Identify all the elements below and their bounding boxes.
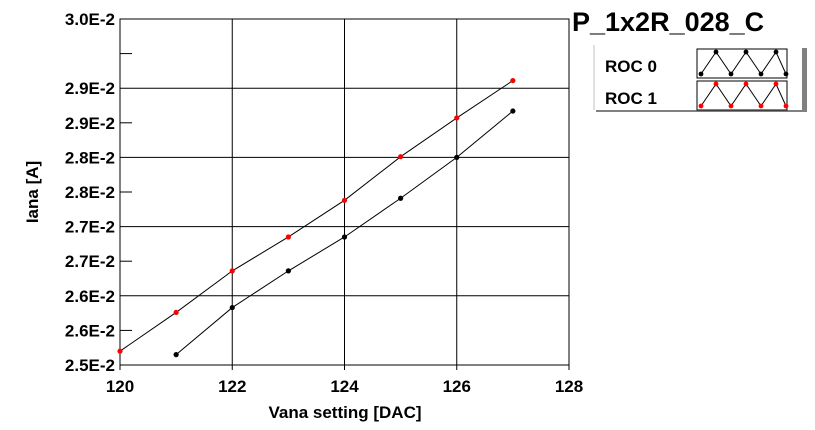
x-tick-label: 124 [330, 377, 359, 396]
legend-sample-marker [698, 103, 704, 109]
legend-sample-marker [728, 103, 734, 109]
y-tick-label: 2.5E-2 [65, 356, 115, 375]
legend-sample-marker [783, 103, 789, 109]
y-tick-label: 2.6E-2 [65, 321, 115, 340]
legend-sample-frame [696, 48, 788, 79]
data-point [510, 108, 516, 114]
data-point [398, 154, 404, 160]
data-point [510, 77, 516, 84]
x-tick-labels: 120 122 124 126 128 [106, 365, 583, 396]
data-point [117, 348, 123, 354]
data-point [173, 352, 179, 358]
x-axis-label: Vana setting [DAC] [268, 403, 421, 422]
legend-sample-roc0 [696, 48, 789, 79]
data-point [229, 304, 235, 311]
y-axis-label: Iana [A] [23, 161, 42, 223]
data-point [229, 268, 235, 274]
legend-sample-frame [696, 80, 788, 111]
data-point [398, 195, 404, 201]
legend-label-roc0: ROC 0 [605, 57, 657, 76]
legend-sample-marker [758, 103, 764, 109]
y-tick-labels: 2.5E-2 2.6E-2 2.6E-2 2.7E-2 2.7E-2 2.8E-2 2.8E… [65, 10, 115, 375]
legend-sample-marker [713, 49, 719, 55]
legend-shadow-right [802, 48, 807, 110]
y-tick-label: 2.8E-2 [65, 183, 115, 202]
series-group [117, 77, 516, 358]
legend-sample-marker [773, 49, 779, 55]
x-tick-label: 128 [555, 377, 583, 396]
legend-sample-marker [743, 49, 749, 55]
legend-sample-marker [783, 71, 789, 77]
series-line-1 [119, 80, 514, 352]
legend-sample-marker [728, 71, 734, 77]
y-tick-label: 2.9E-2 [65, 79, 115, 98]
y-tick-label: 2.7E-2 [65, 218, 115, 237]
data-point [173, 309, 179, 316]
grid-lines [120, 19, 569, 365]
x-tick-label: 120 [106, 377, 134, 396]
data-point [285, 234, 291, 240]
legend: ROC 0 ROC 1 [593, 45, 807, 112]
legend-sample-marker [743, 81, 749, 87]
legend-sample-marker [713, 81, 719, 87]
legend-sample-roc1 [696, 80, 789, 111]
y-tick-label: 2.9E-2 [65, 114, 115, 133]
legend-label-roc1: ROC 1 [605, 89, 657, 108]
legend-sample-marker [758, 71, 764, 77]
data-point [454, 115, 460, 121]
x-tick-label: 126 [443, 377, 471, 396]
data-point [285, 268, 291, 274]
data-point [341, 234, 348, 240]
y-tick-label: 2.7E-2 [65, 252, 115, 271]
legend-sample-marker [773, 81, 779, 87]
y-tick-label: 3.0E-2 [65, 10, 115, 29]
x-tick-label: 122 [218, 377, 246, 396]
data-point [454, 154, 460, 160]
chart-title: P_1x2R_028_C [572, 7, 764, 37]
y-tick-label: 2.8E-2 [65, 148, 115, 167]
y-tick-label: 2.6E-2 [65, 287, 115, 306]
legend-sample-marker [698, 71, 704, 77]
data-point [341, 197, 348, 203]
